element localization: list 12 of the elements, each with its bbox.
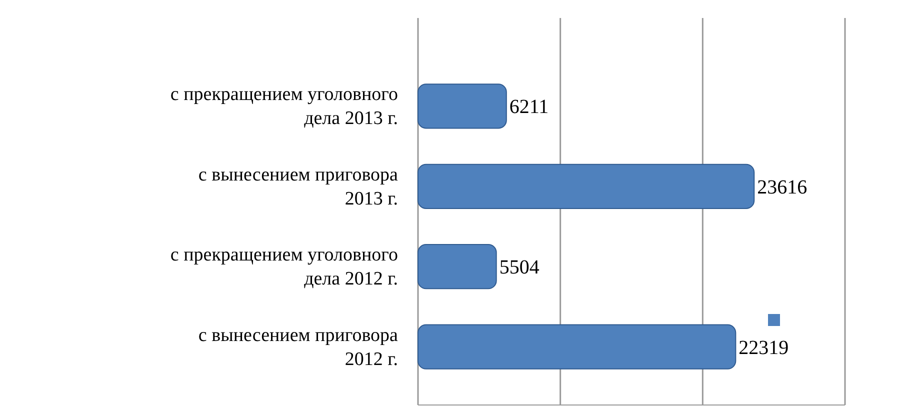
data-label: 5504 [499,256,540,279]
y-tick-label: с вынесением приговора 2013 г. [198,164,399,210]
y-tick-label: с прекращением уголовного дела 2012 г. [170,244,398,290]
bar [418,84,507,129]
y-tick-label: с прекращением уголовного дела 2013 г. [170,84,398,130]
data-label: 6211 [509,96,549,118]
data-label: 22319 [738,336,789,359]
bar [418,164,755,209]
bar [418,244,497,290]
y-tick-label: с вынесением приговора 2012 г. [198,324,399,370]
data-label: 23616 [757,176,808,198]
bar [418,324,736,370]
